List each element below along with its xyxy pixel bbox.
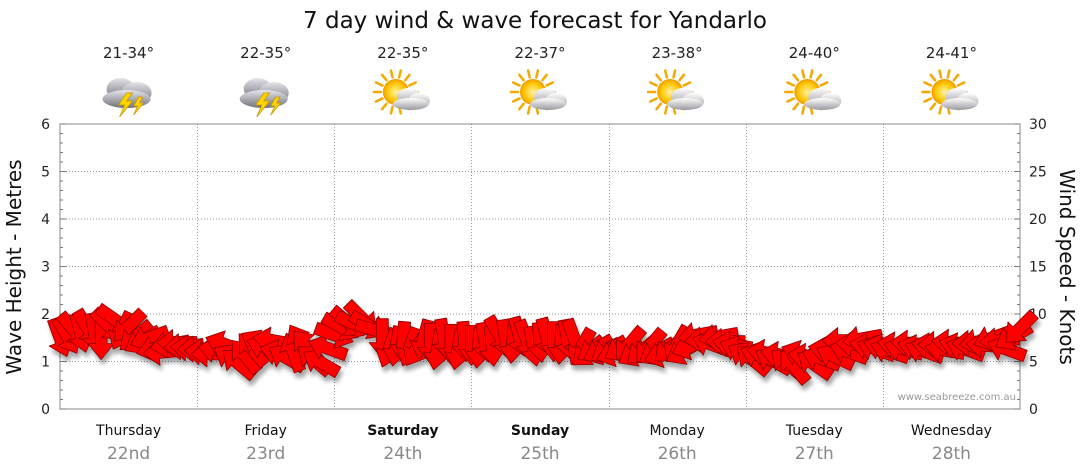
right-tick-label: 15 [1029, 260, 1047, 276]
storm-cloud-icon [102, 78, 152, 118]
day-date: 27th [795, 444, 834, 464]
right-tick-label: 20 [1029, 212, 1047, 228]
right-tick-label: 0 [1029, 402, 1038, 418]
day-labels: Thursday 22nd Friday 23rd Saturday 24th Sunday… [95, 423, 992, 464]
partly-cloudy-icon [921, 69, 979, 115]
day-date: 22nd [107, 444, 150, 464]
right-tick-label: 5 [1029, 355, 1038, 371]
temperature-range: 23-38° [652, 44, 703, 62]
day-date: 25th [520, 444, 559, 464]
day-name: Wednesday [911, 423, 992, 439]
left-tick-label: 0 [41, 402, 50, 418]
left-tick-label: 4 [41, 212, 50, 228]
wind-arrow [308, 334, 349, 362]
day-name: Monday [650, 423, 705, 439]
temperature-range: 22-35° [377, 44, 428, 62]
temperature-range: 24-41° [926, 44, 977, 62]
gridlines [60, 124, 1020, 409]
left-tick-label: 5 [41, 165, 50, 181]
day-name: Friday [244, 423, 286, 439]
right-tick-label: 25 [1029, 165, 1047, 181]
day-date: 26th [658, 444, 697, 464]
left-tick-label: 6 [41, 117, 50, 133]
partly-cloudy-icon [784, 69, 842, 115]
right-tick-label: 30 [1029, 117, 1047, 133]
day-date: 23rd [246, 444, 285, 464]
day-name: Saturday [367, 423, 438, 439]
left-axis-ticks: 0 1 2 3 4 5 6 [41, 117, 50, 418]
temperature-range: 22-35° [240, 44, 291, 62]
partly-cloudy-icon [372, 69, 430, 115]
day-name: Thursday [95, 423, 161, 439]
wind-arrow [87, 319, 115, 361]
day-name: Sunday [511, 423, 569, 439]
partly-cloudy-icon [646, 69, 705, 115]
temperature-range: 21-34° [103, 44, 154, 62]
day-date: 24th [383, 444, 422, 464]
storm-cloud-icon [239, 78, 289, 118]
day-name: Tuesday [785, 423, 843, 439]
chart-title: 7 day wind & wave forecast for Yandarlo [303, 8, 767, 34]
left-tick-label: 3 [41, 260, 50, 276]
wind-arrows [47, 299, 1039, 386]
right-axis-title: Wind Speed - Knots [1055, 169, 1079, 365]
left-tick-label: 1 [41, 355, 50, 371]
left-tick-label: 2 [41, 307, 50, 323]
day-date: 28th [932, 444, 971, 464]
temperature-range: 24-40° [789, 44, 840, 62]
partly-cloudy-icon [509, 69, 567, 115]
daily-temperatures: 21-34° 22-35° 22-35° 22-37° 23-38° 24-40° 24-4… [103, 44, 977, 62]
wind-arrow [1005, 309, 1039, 343]
watermark: www.seabreeze.com.au [898, 392, 1016, 403]
weather-icons [102, 69, 979, 118]
plot-area [59, 123, 1021, 410]
temperature-range: 22-37° [514, 44, 565, 62]
left-axis-title: Wave Height - Metres [2, 159, 26, 374]
wind-arrow [302, 348, 342, 378]
